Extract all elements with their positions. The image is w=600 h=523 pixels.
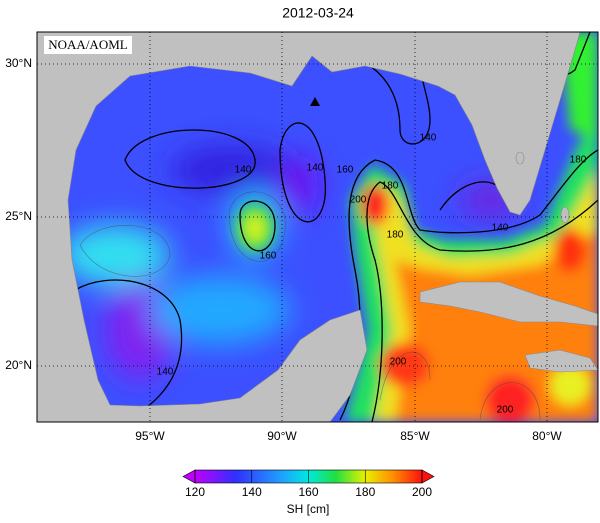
credit-box — [44, 36, 132, 54]
lon-label: 80°W — [532, 429, 562, 443]
colorbar-tick-label: 160 — [298, 485, 318, 499]
colorbar-high — [421, 469, 435, 484]
colorbar-tick-label: 120 — [185, 485, 205, 499]
contour-label: 160 — [337, 165, 354, 176]
lon-label: 95°W — [135, 429, 165, 443]
station-marker — [310, 97, 320, 106]
contour-label: 140 — [235, 165, 252, 176]
contours — [74, 32, 598, 422]
colorbar-tick-label: 180 — [355, 485, 375, 499]
contour-label: 180 — [570, 155, 587, 166]
contour-label: 200 — [390, 357, 407, 368]
colorbar-low — [182, 469, 196, 484]
sea-height-field — [37, 32, 598, 422]
colorbar-label: SH [cm] — [287, 502, 330, 516]
contour-label: 140 — [157, 367, 174, 378]
contour-label: 180 — [387, 230, 404, 241]
lat-label: 30°N — [5, 56, 32, 70]
credit: NOAA/AOML — [48, 37, 128, 52]
contour-label: 160 — [260, 251, 277, 262]
lon-label: 90°W — [267, 429, 297, 443]
map-frame — [36, 31, 599, 423]
map-title: 2012-03-24 — [282, 5, 354, 21]
lon-label: 85°W — [400, 429, 430, 443]
contour-label: 140 — [307, 163, 324, 174]
lat-label: 20°N — [5, 358, 32, 372]
contour-label: 180 — [382, 181, 399, 192]
colorbar-tick-label: 140 — [242, 485, 262, 499]
contour-label: 140 — [492, 223, 509, 234]
contour-label: 200 — [497, 405, 514, 416]
contour-label: 200 — [350, 195, 367, 206]
land — [37, 32, 598, 422]
graticule — [37, 32, 598, 422]
lat-label: 25°N — [5, 209, 32, 223]
colorbar-tick-label: 200 — [412, 485, 432, 499]
contour-label: 140 — [420, 133, 437, 144]
